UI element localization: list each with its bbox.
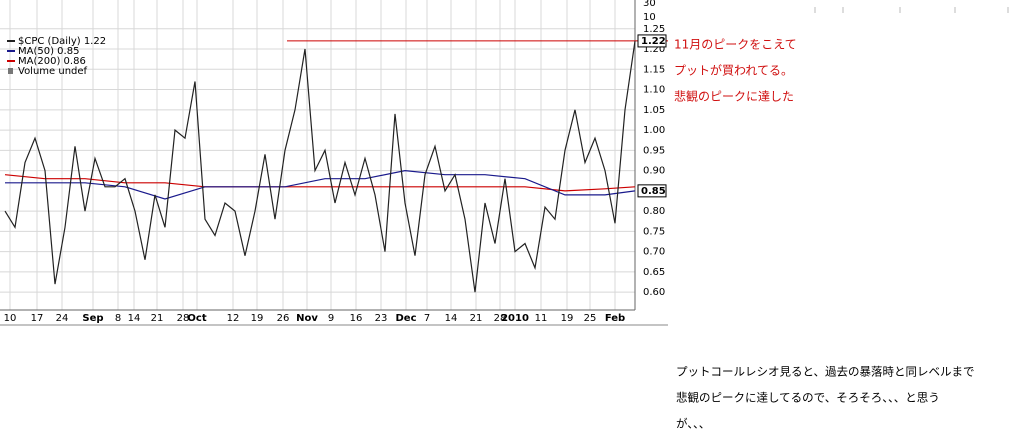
x-tick-label: 21	[151, 313, 164, 324]
series-line	[4, 40, 636, 293]
x-tick-label: Sep	[82, 313, 103, 324]
price-flag-label: 0.85	[641, 186, 666, 197]
x-tick-label: 24	[56, 313, 69, 324]
x-tick-label: 10	[4, 313, 17, 324]
x-tick-label: 25	[584, 313, 597, 324]
legend-label: $CPC (Daily) 1.22	[18, 36, 106, 47]
legend-swatch	[8, 68, 13, 74]
post-text: 悲観のピークに達してるので、そろそろ、、、と思う	[676, 391, 940, 405]
x-tick-label: 19	[251, 313, 264, 324]
x-tick-label: Nov	[296, 313, 318, 324]
annotation: 悲観のピークに達した	[674, 89, 794, 104]
x-tick-label: 14	[128, 313, 141, 324]
x-tick-label: 12	[227, 313, 240, 324]
series-line	[4, 174, 636, 192]
y-tick-label: 1.10	[643, 85, 665, 96]
price-flag	[637, 34, 667, 48]
y-tick-label: 1.00	[643, 125, 665, 136]
x-tick-label: 8	[115, 313, 121, 324]
x-tick-label: Feb	[605, 313, 625, 324]
x-tick-label: 17	[31, 313, 44, 324]
y-tick-label: 0.75	[643, 226, 665, 237]
y-tick-label: 0.60	[643, 287, 665, 298]
y-tick-label: 1.15	[643, 64, 665, 75]
y-tick-label: 0.70	[643, 247, 665, 258]
post-text: プットコールレシオ見ると、過去の暴落時と同レベルまで	[676, 365, 975, 379]
top-scale-label: 10	[643, 12, 656, 23]
x-tick-label: 26	[277, 313, 290, 324]
legend-label: MA(50) 0.85	[18, 46, 79, 57]
top-dashes	[814, 7, 1009, 13]
plot-area	[0, 0, 635, 310]
y-tick-label: 0.80	[643, 206, 665, 217]
x-tick-label: 19	[561, 313, 574, 324]
top-scale-label: 30	[643, 0, 656, 9]
annotation: 11月のピークをこえて	[674, 38, 797, 52]
price-flag-label: 1.22	[641, 36, 666, 47]
y-tick-label: 0.65	[643, 267, 665, 278]
legend-label: MA(200) 0.86	[18, 56, 86, 67]
x-tick-label: 28	[177, 313, 190, 324]
y-tick-label: 0.95	[643, 145, 665, 156]
x-tick-label: Oct	[187, 313, 206, 324]
y-tick-label: 1.20	[643, 44, 665, 55]
x-tick-label: 7	[424, 313, 430, 324]
x-tick-label: 9	[328, 313, 334, 324]
y-tick-label: 1.25	[643, 24, 665, 35]
x-tick-label: 11	[535, 313, 548, 324]
annotation: プットが買われてる。	[674, 63, 793, 78]
y-tick-label: 1.05	[643, 105, 665, 116]
y-tick-label: 0.90	[643, 166, 665, 177]
x-tick-label: 28	[494, 313, 507, 324]
x-tick-label: 21	[470, 313, 483, 324]
legend-label: Volume undef	[18, 66, 88, 77]
x-tick-label: 23	[375, 313, 388, 324]
post-text: が、、、	[676, 417, 710, 431]
x-tick-label: 14	[445, 313, 458, 324]
price-flag	[637, 184, 667, 198]
series-line	[5, 169, 636, 200]
x-tick-label: 16	[350, 313, 363, 324]
x-tick-label: Dec	[395, 313, 416, 324]
x-tick-label: 2010	[501, 313, 529, 324]
